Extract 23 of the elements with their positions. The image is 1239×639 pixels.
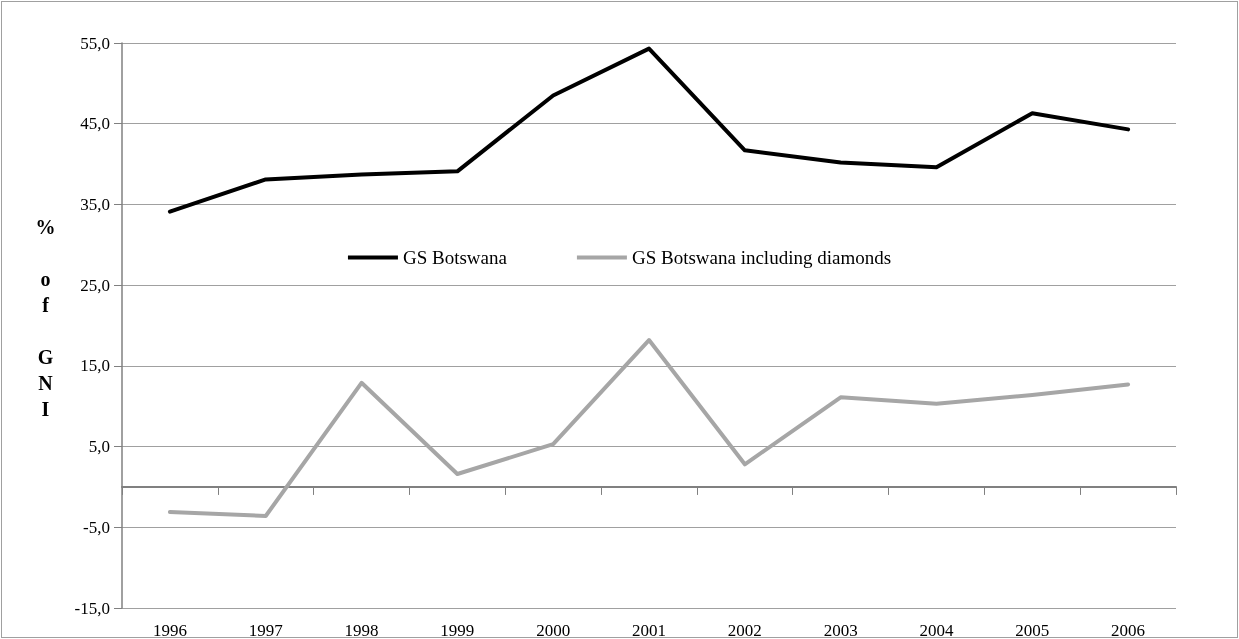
x-tick-label: 2003 bbox=[823, 621, 858, 639]
y-tick-label: -5,0 bbox=[83, 517, 110, 537]
x-tick-label: 2006 bbox=[1111, 621, 1146, 639]
y-tick-label: 45,0 bbox=[80, 114, 110, 134]
y-tick-label: 15,0 bbox=[80, 356, 110, 376]
y-tick-label: 5,0 bbox=[88, 437, 110, 457]
x-tick-label: 1997 bbox=[248, 621, 284, 639]
legend-label: GS Botswana bbox=[402, 247, 508, 268]
x-tick-label: 2000 bbox=[536, 621, 571, 639]
y-tick-label: 55,0 bbox=[80, 33, 110, 53]
x-tick-label: 1999 bbox=[440, 621, 475, 639]
line-series bbox=[167, 46, 1131, 214]
x-tick-label: 2004 bbox=[919, 621, 954, 639]
y-tick-label: 35,0 bbox=[80, 194, 110, 214]
y-tick-label: -15,0 bbox=[74, 598, 110, 618]
y-tick-label: 25,0 bbox=[80, 275, 110, 295]
x-tick-label: 2002 bbox=[727, 621, 762, 639]
y-axis-title: % of GNI bbox=[33, 215, 57, 424]
x-tick-label: 2001 bbox=[632, 621, 666, 639]
x-tick-label: 2005 bbox=[1015, 621, 1050, 639]
x-tick-label: 1996 bbox=[152, 621, 187, 639]
legend-label: GS Botswana including diamonds bbox=[631, 247, 892, 268]
x-tick-label: 1998 bbox=[344, 621, 379, 639]
